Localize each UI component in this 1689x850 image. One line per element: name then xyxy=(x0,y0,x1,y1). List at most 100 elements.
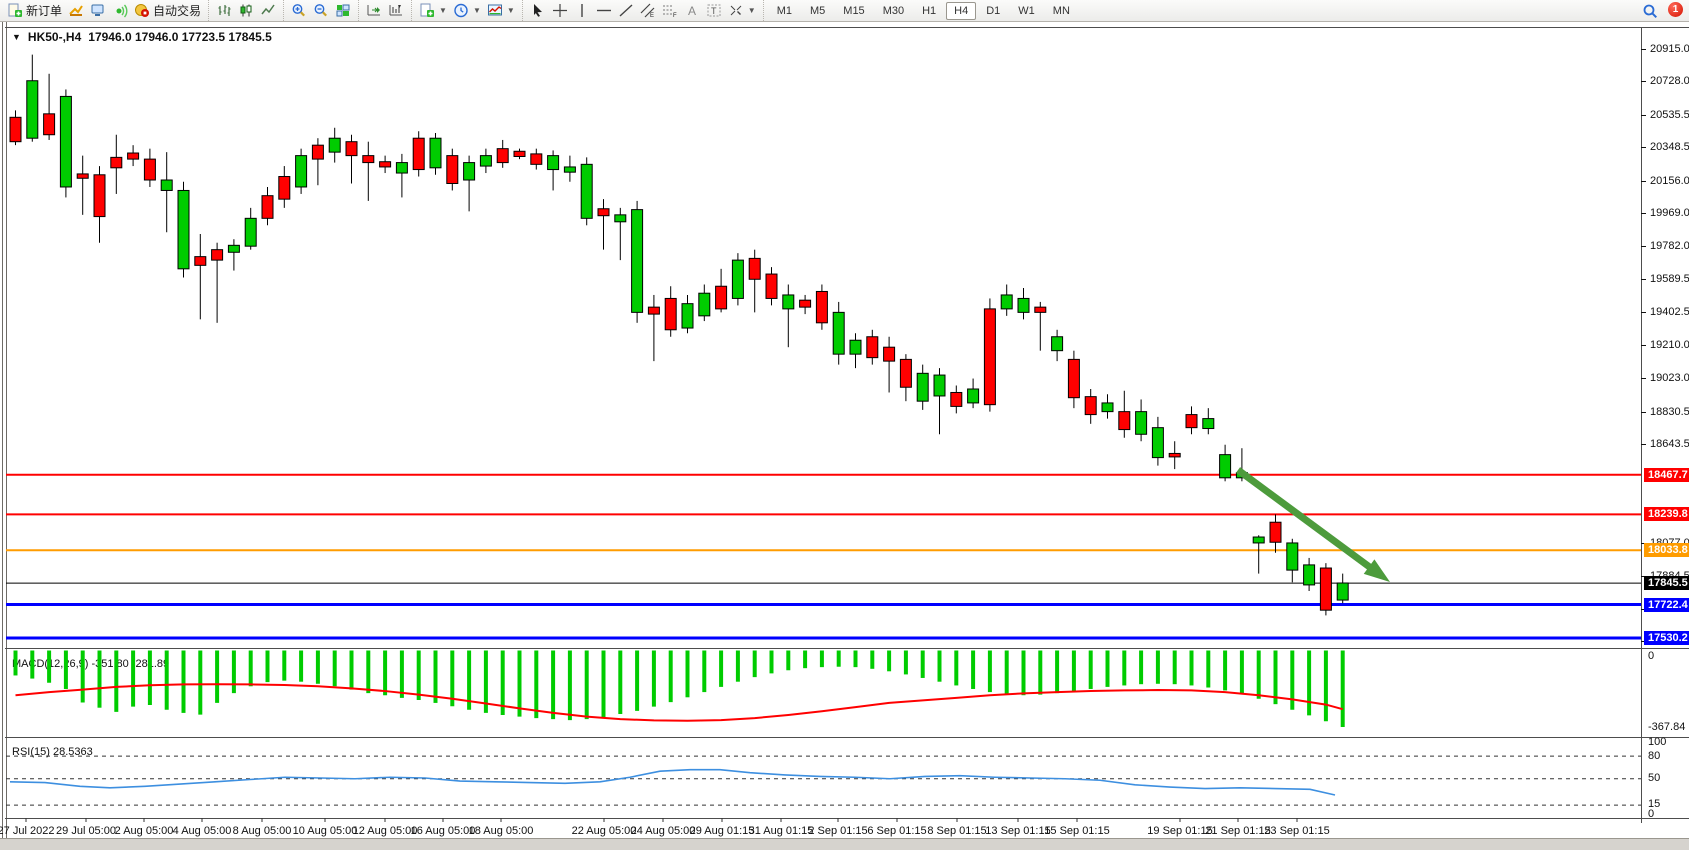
price-level-badge[interactable]: 18467.7 xyxy=(1644,467,1689,482)
new-chart-icon xyxy=(419,3,435,18)
timeframe-button-w1[interactable]: W1 xyxy=(1018,4,1035,17)
timeframe-toolbar: M1 M5 M15 M30 H1 H4 D1 W1 MN xyxy=(762,0,1083,21)
svg-text:F: F xyxy=(673,13,677,18)
date-label: 8 Sep 01:15 xyxy=(927,825,987,837)
axis-tick-mark xyxy=(1641,213,1646,215)
trendline-tool-button[interactable] xyxy=(615,2,637,19)
autotrading-label: 自动交易 xyxy=(153,4,202,18)
notification-badge[interactable]: 1 xyxy=(1668,2,1683,17)
vertical-line-icon xyxy=(574,3,590,18)
axis-tick-mark xyxy=(1641,48,1646,50)
tile-windows-icon xyxy=(335,3,351,18)
new-order-icon xyxy=(7,3,23,18)
zoom-out-button[interactable] xyxy=(310,2,332,19)
search-button[interactable] xyxy=(1639,2,1661,19)
crosshair-tool-button[interactable] xyxy=(549,2,571,19)
axis-tick-label: 18643.5 xyxy=(1650,438,1689,451)
chart-plot[interactable] xyxy=(0,22,1689,838)
date-label: 23 Sep 01:15 xyxy=(1264,825,1330,837)
market-watch-button[interactable] xyxy=(65,2,87,19)
templates-icon xyxy=(487,3,503,18)
date-tick-mark xyxy=(1017,818,1019,822)
window-bottom-edge xyxy=(0,838,1689,850)
text-icon: A xyxy=(684,3,700,18)
date-tick-mark xyxy=(662,818,664,822)
rsi-scale-15: 15 xyxy=(1648,798,1661,810)
axis-tick-mark xyxy=(1641,279,1646,281)
auto-scroll-button[interactable] xyxy=(363,2,385,19)
price-axis-border xyxy=(1641,27,1642,823)
new-chart-caret-icon[interactable]: ▼ xyxy=(439,6,447,15)
macd-panel-separator[interactable] xyxy=(5,648,1689,649)
timeframe-button-m15[interactable]: M15 xyxy=(843,4,865,17)
tile-windows-button[interactable] xyxy=(332,2,354,19)
svg-text:E: E xyxy=(650,13,654,18)
axis-tick-mark xyxy=(1641,378,1646,380)
price-level-badge[interactable]: 18033.8 xyxy=(1644,543,1689,558)
terminal-button[interactable] xyxy=(87,2,109,19)
text-label-tool-button[interactable]: T xyxy=(703,2,725,19)
bar-chart-mode-button[interactable] xyxy=(213,2,235,19)
zoom-in-icon xyxy=(291,3,307,18)
text-tool-button[interactable]: A xyxy=(681,2,703,19)
new-chart-button[interactable]: ▼ xyxy=(416,2,450,19)
line-chart-mode-button[interactable] xyxy=(257,2,279,19)
new-order-button[interactable]: 新订单 xyxy=(4,1,65,20)
signals-button[interactable] xyxy=(109,2,131,19)
fibonacci-tool-button[interactable]: F xyxy=(659,2,681,19)
rsi-scale-0: 0 xyxy=(1648,808,1655,820)
date-label: 2 Sep 01:15 xyxy=(808,825,868,837)
channel-tool-button[interactable]: E xyxy=(637,2,659,19)
line-chart-icon xyxy=(260,3,276,18)
axis-tick-mark xyxy=(1641,608,1646,610)
chart-shift-button[interactable] xyxy=(385,2,407,19)
symbol-period-label: HK50-,H4 xyxy=(27,30,82,44)
price-level-badge[interactable]: 17845.5 xyxy=(1644,576,1689,591)
auto-scroll-icon xyxy=(366,3,382,18)
date-label: 10 Aug 05:00 xyxy=(292,825,358,837)
price-level-badge[interactable]: 17530.2 xyxy=(1644,631,1689,645)
period-button[interactable]: ▼ xyxy=(450,2,484,19)
horizontal-line-icon xyxy=(596,3,612,18)
date-tick-mark xyxy=(956,818,958,822)
date-label: 6 Sep 01:15 xyxy=(867,825,927,837)
timeframe-button-h1[interactable]: H1 xyxy=(922,4,937,17)
templates-button[interactable]: ▼ xyxy=(484,2,518,19)
axis-tick-label: 20156.0 xyxy=(1650,174,1689,187)
date-tick-mark xyxy=(896,818,898,822)
timeframe-button-h4[interactable]: H4 xyxy=(946,1,977,20)
axis-tick-label: 19210.0 xyxy=(1650,339,1689,352)
timeframe-button-m1[interactable]: M1 xyxy=(776,4,792,17)
main-toolbar: 新订单 自动交易 ▼ ▼ ▼ xyxy=(0,0,1689,22)
cursor-tool-button[interactable] xyxy=(527,2,549,19)
date-axis-separator xyxy=(5,818,1689,819)
candlestick-mode-button[interactable] xyxy=(235,2,257,19)
rsi-panel-separator[interactable] xyxy=(5,737,1689,738)
price-level-badge[interactable]: 17722.4 xyxy=(1644,597,1689,612)
vertical-line-tool-button[interactable] xyxy=(571,2,593,19)
price-level-badge[interactable]: 18239.8 xyxy=(1644,507,1689,522)
timeframe-button-d1[interactable]: D1 xyxy=(986,4,1001,17)
horizontal-line-tool-button[interactable] xyxy=(593,2,615,19)
date-label: 8 Aug 05:00 xyxy=(232,825,292,837)
timeframe-button-mn[interactable]: MN xyxy=(1052,4,1070,17)
macd-scale-max: 0 xyxy=(1648,650,1655,662)
arrows-tool-button[interactable]: ▼ xyxy=(725,2,759,19)
crosshair-icon xyxy=(552,3,568,18)
date-label: 19 Sep 01:15 xyxy=(1147,825,1213,837)
date-tick-mark xyxy=(1237,818,1239,822)
templates-caret-icon[interactable]: ▼ xyxy=(506,6,515,15)
timeframe-button-m5[interactable]: M5 xyxy=(810,4,826,17)
chart-window[interactable]: ▼ HK50-,H4 17946.0 17946.0 17723.5 17845… xyxy=(0,22,1689,838)
timeframe-button-m30[interactable]: M30 xyxy=(882,4,905,17)
zoom-in-button[interactable] xyxy=(288,2,310,19)
axis-tick-mark xyxy=(1641,444,1646,446)
axis-tick-mark xyxy=(1641,311,1646,313)
arrows-caret-icon[interactable]: ▼ xyxy=(747,6,756,15)
autotrading-button[interactable]: 自动交易 xyxy=(131,1,204,20)
collapse-toggle-icon[interactable]: ▼ xyxy=(12,32,21,42)
date-tick-mark xyxy=(500,818,502,822)
period-caret-icon[interactable]: ▼ xyxy=(472,6,481,15)
date-tick-mark xyxy=(1076,818,1078,822)
date-label: 16 Aug 05:00 xyxy=(410,825,476,837)
